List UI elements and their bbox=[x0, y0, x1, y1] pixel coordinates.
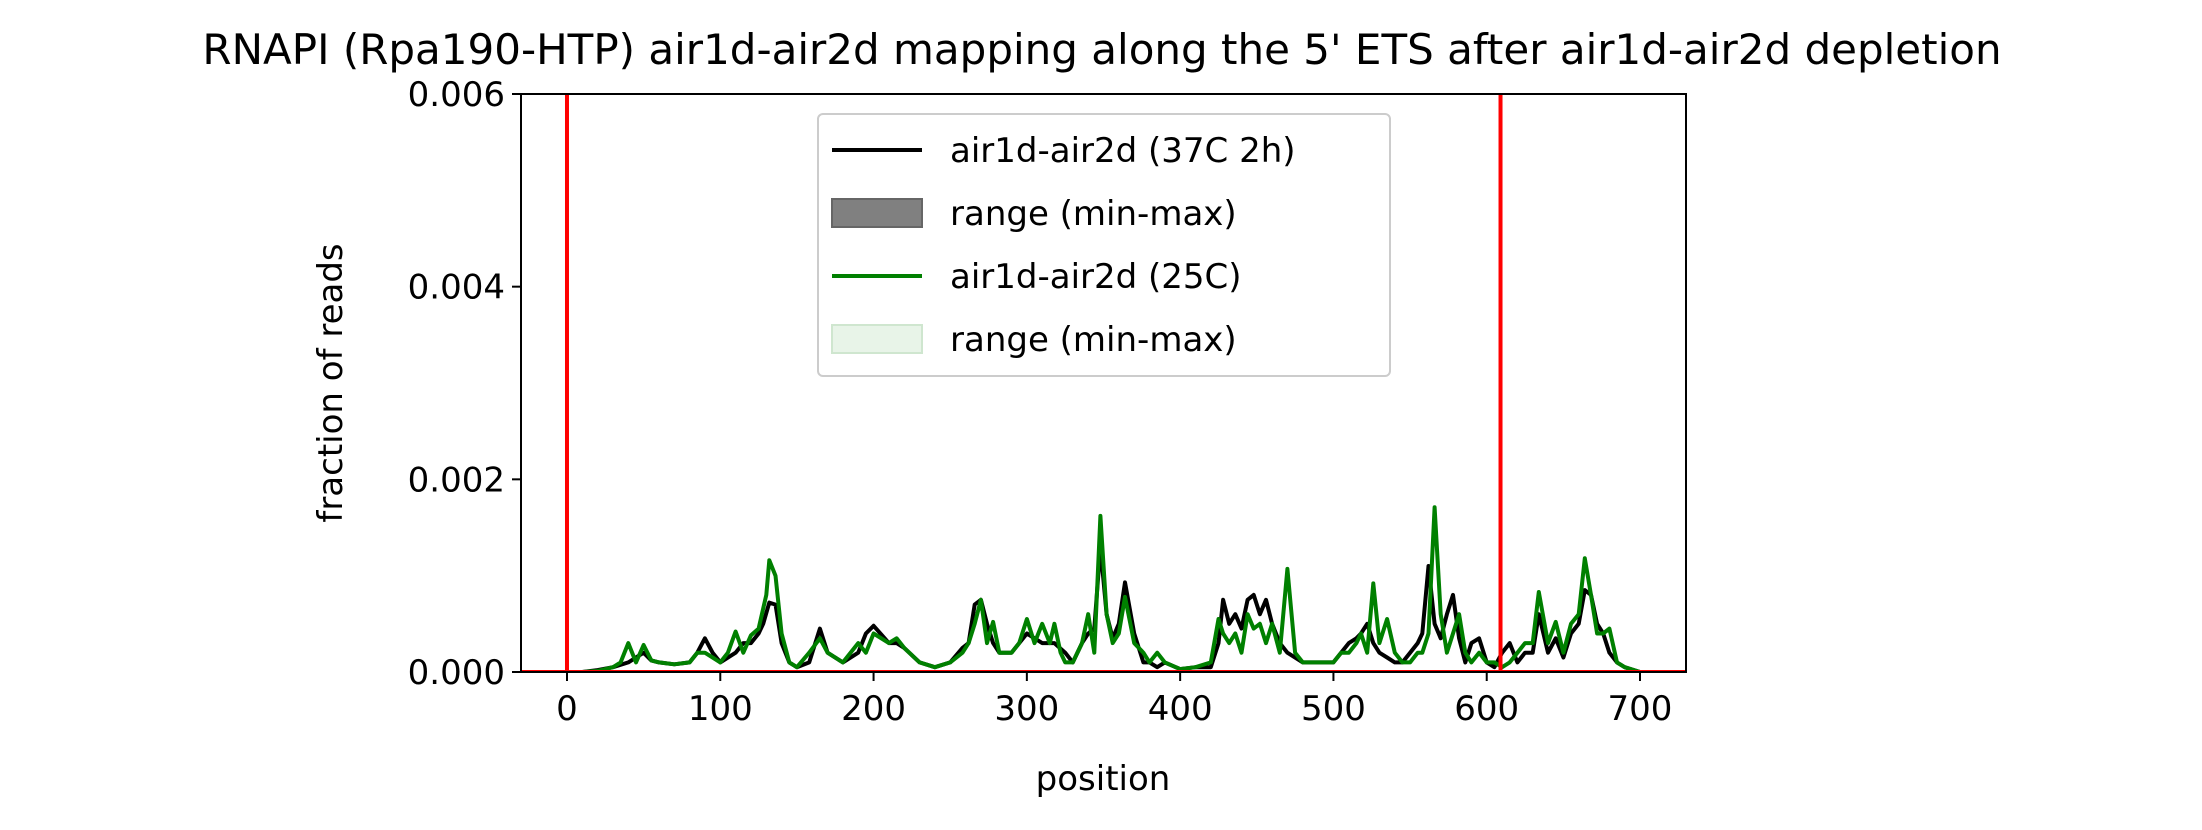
legend-patch-swatch bbox=[831, 198, 923, 228]
legend-box bbox=[817, 113, 1391, 377]
legend-patch-swatch bbox=[831, 324, 923, 354]
x-tick-label: 600 bbox=[1454, 689, 1519, 729]
y-tick-label: 0.002 bbox=[408, 460, 505, 500]
x-tick-label: 700 bbox=[1608, 689, 1673, 729]
series-line-2 bbox=[567, 505, 1641, 672]
legend: air1d-air2d (37C 2h) range (min-max) air1d… bbox=[817, 113, 1391, 377]
y-tick-label: 0.004 bbox=[408, 268, 505, 308]
x-axis: 0 100 200 300 400 500 600 700 bbox=[556, 672, 1672, 729]
legend-label: air1d-air2d (25C) bbox=[950, 257, 1242, 297]
x-tick-label: 200 bbox=[841, 689, 906, 729]
x-tick-label: 0 bbox=[556, 689, 578, 729]
legend-label: range (min-max) bbox=[950, 194, 1237, 234]
x-tick-label: 500 bbox=[1301, 689, 1366, 729]
plot-area bbox=[520, 93, 1687, 673]
y-tick-label: 0.006 bbox=[408, 75, 505, 115]
legend-label: range (min-max) bbox=[950, 320, 1237, 360]
legend-label: air1d-air2d (37C 2h) bbox=[950, 131, 1296, 171]
x-tick-label: 300 bbox=[994, 689, 1059, 729]
y-tick-label: 0.000 bbox=[408, 653, 505, 693]
x-tick-label: 100 bbox=[688, 689, 753, 729]
x-axis-label: position bbox=[1036, 759, 1171, 799]
plot-frame bbox=[520, 93, 1687, 673]
y-axis-label: fraction of reads bbox=[311, 243, 351, 522]
x-tick-label: 400 bbox=[1148, 689, 1213, 729]
chart-title: RNAPI (Rpa190-HTP) air1d-air2d mapping a… bbox=[202, 25, 2001, 74]
y-axis: 0.000 0.002 0.004 0.006 bbox=[408, 75, 521, 693]
